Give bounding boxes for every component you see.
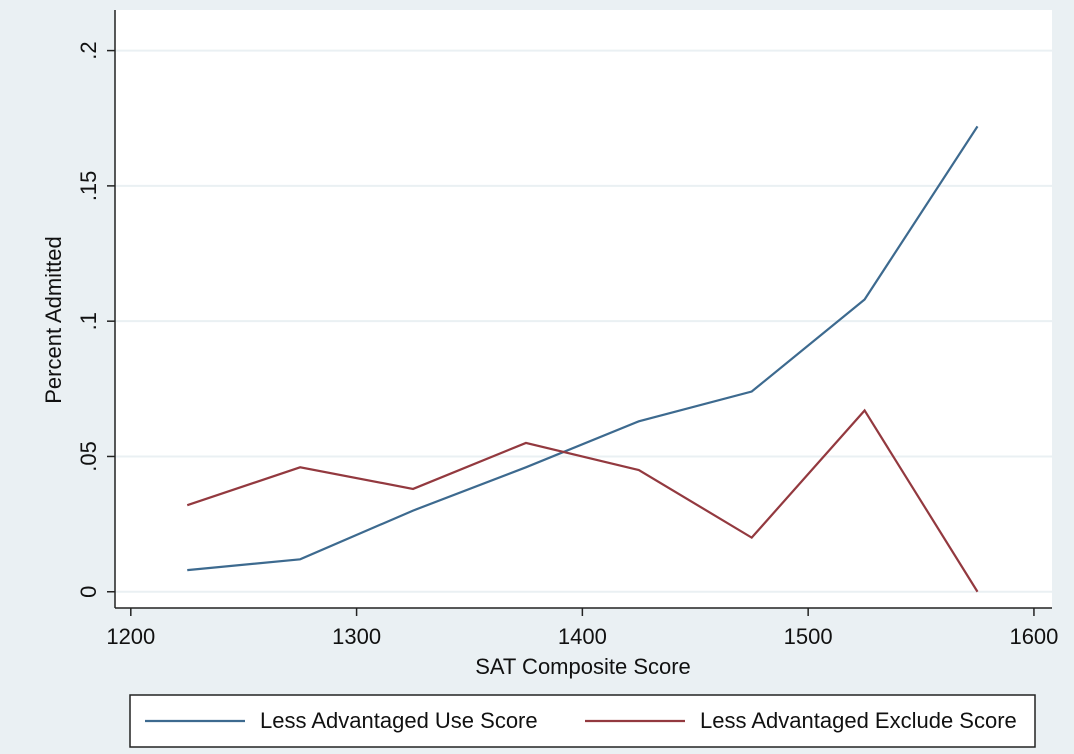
x-tick-label: 1500 — [784, 624, 833, 649]
legend-label: Less Advantaged Use Score — [260, 708, 538, 733]
plot-area — [115, 10, 1052, 608]
y-tick-label: .05 — [76, 441, 101, 472]
legend — [129, 694, 1036, 748]
x-axis-label: SAT Composite Score — [475, 654, 691, 679]
legend-label: Less Advantaged Exclude Score — [700, 708, 1017, 733]
y-tick-label: .15 — [76, 171, 101, 202]
y-tick-label: .2 — [76, 41, 101, 59]
y-tick-label: 0 — [76, 586, 101, 598]
x-tick-label: 1300 — [332, 624, 381, 649]
y-axis-label: Percent Admitted — [41, 236, 66, 404]
x-tick-label: 1600 — [1009, 624, 1058, 649]
x-tick-label: 1200 — [106, 624, 155, 649]
x-tick-label: 1400 — [558, 624, 607, 649]
line — [186, 408, 979, 593]
line — [187, 125, 979, 572]
y-tick-label: .1 — [76, 312, 101, 330]
